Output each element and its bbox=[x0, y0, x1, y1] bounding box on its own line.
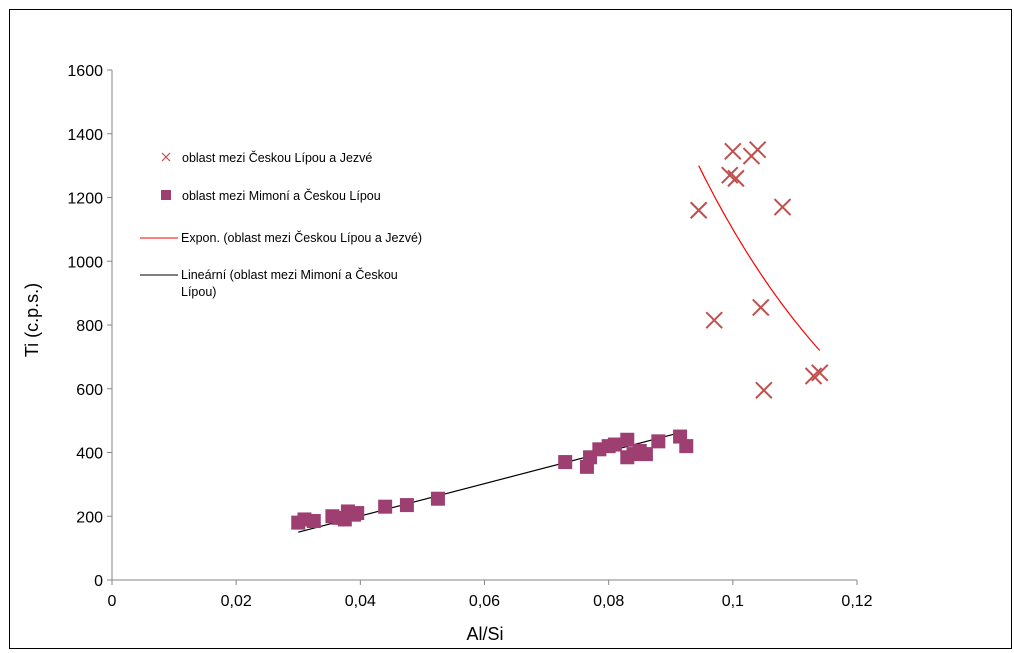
y-tick-label: 400 bbox=[76, 446, 103, 463]
x-marker-point bbox=[811, 364, 829, 382]
x-marker-stroke bbox=[705, 311, 723, 329]
x-tick-label: 0,08 bbox=[593, 593, 624, 610]
x-marker-point bbox=[724, 142, 742, 160]
x-marker-point bbox=[804, 367, 823, 385]
y-tick-label: 1200 bbox=[67, 191, 103, 208]
x-marker-stroke bbox=[721, 166, 739, 184]
square-marker-point bbox=[651, 434, 666, 449]
trendline-1 bbox=[698, 165, 821, 351]
x-marker-stroke bbox=[724, 142, 742, 160]
chart-frame: 0 200 400 600 800 1000 1200 1400 1600 0 0,02 0,04 0,… bbox=[9, 9, 1012, 649]
x-tick-label: 0,02 bbox=[221, 593, 252, 610]
legend-item-trend-1: Expon. (oblast mezi Českou Lípou a Jezvé… bbox=[140, 230, 422, 245]
x-tick-label: 0,12 bbox=[841, 593, 872, 610]
legend-label-trend-1: Expon. (oblast mezi Českou Lípou a Jezvé… bbox=[181, 230, 422, 245]
square-marker-point bbox=[638, 447, 653, 462]
data-points bbox=[291, 140, 829, 530]
y-tick-label: 1600 bbox=[67, 63, 103, 80]
x-marker-stroke bbox=[689, 201, 708, 219]
square-marker-point bbox=[679, 439, 694, 454]
x-marker-point bbox=[721, 166, 739, 184]
legend-label-trend-2: Lineární (oblast mezi Mimoní a Českou Lí… bbox=[181, 267, 401, 299]
x-marker-point bbox=[705, 311, 723, 329]
x-marker-point bbox=[727, 169, 745, 188]
x-marker-point bbox=[752, 298, 770, 317]
x-marker-stroke bbox=[811, 364, 829, 382]
square-marker-point bbox=[378, 499, 393, 514]
square-marker-point bbox=[620, 432, 635, 447]
trendlines bbox=[298, 165, 821, 533]
x-marker-stroke bbox=[727, 169, 745, 188]
axes: 0 200 400 600 800 1000 1200 1400 1600 0 0,02 0,04 0,… bbox=[67, 63, 872, 610]
legend-label-series-1: oblast mezi Českou Lípou a Jezvé bbox=[182, 150, 372, 165]
x-marker-point bbox=[689, 201, 708, 219]
legend-item-series-2: oblast mezi Mimoní a Českou Lípou bbox=[161, 188, 381, 203]
square-marker-point bbox=[430, 491, 445, 506]
x-tick-label: 0 bbox=[108, 593, 117, 610]
legend-square-marker-icon bbox=[161, 190, 171, 200]
square-marker-point bbox=[350, 506, 365, 521]
x-marker-point bbox=[773, 198, 792, 216]
x-axis-title: Al/Si bbox=[466, 624, 503, 644]
legend-label-series-2: oblast mezi Mimoní a Českou Lípou bbox=[182, 188, 381, 203]
square-marker-point bbox=[399, 498, 414, 513]
y-tick-label: 1400 bbox=[67, 127, 103, 144]
x-tick-label: 0,1 bbox=[722, 593, 744, 610]
scatter-chart: 0 200 400 600 800 1000 1200 1400 1600 0 0,02 0,04 0,… bbox=[22, 63, 873, 644]
legend: oblast mezi Českou Lípou a Jezvé oblast … bbox=[140, 150, 422, 299]
x-marker-stroke bbox=[755, 381, 773, 400]
square-marker-point bbox=[306, 514, 321, 529]
x-marker-stroke bbox=[773, 198, 792, 216]
y-tick-label: 800 bbox=[76, 318, 103, 335]
square-marker-point bbox=[607, 437, 622, 452]
x-marker-stroke bbox=[752, 298, 770, 317]
x-tick-label: 0,06 bbox=[469, 593, 500, 610]
legend-x-marker-icon bbox=[161, 152, 171, 162]
x-marker-point bbox=[748, 140, 767, 159]
x-tick-label: 0,04 bbox=[345, 593, 376, 610]
square-marker-point bbox=[558, 455, 573, 470]
x-marker-stroke bbox=[748, 140, 767, 159]
y-tick-label: 200 bbox=[76, 509, 103, 526]
y-axis-title: Ti (c.p.s.) bbox=[22, 283, 42, 357]
y-tick-label: 600 bbox=[76, 382, 103, 399]
y-tick-label: 1000 bbox=[67, 254, 103, 271]
legend-item-trend-2: Lineární (oblast mezi Mimoní a Českou Lí… bbox=[140, 267, 401, 299]
x-marker-point bbox=[755, 381, 773, 400]
y-tick-label: 0 bbox=[94, 573, 103, 590]
legend-item-series-1: oblast mezi Českou Lípou a Jezvé bbox=[161, 150, 372, 165]
